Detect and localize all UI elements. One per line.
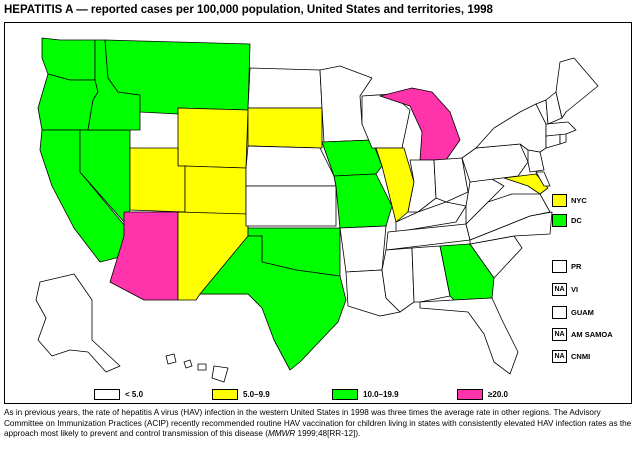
state-HI[interactable]	[211, 365, 229, 383]
legend-label-lt5: < 5.0	[125, 389, 144, 399]
legend-item-10-19: 10.0–19.9	[332, 387, 399, 401]
state-HI-group	[165, 353, 229, 383]
state-OH[interactable]	[433, 157, 469, 203]
footnote-journal: MMWR	[267, 429, 296, 438]
territory-am-samoa: NA AM SAMOA	[552, 328, 613, 341]
state-FL[interactable]	[419, 297, 519, 375]
territory-pr-swatch	[552, 260, 567, 273]
legend-swatch-lt5	[94, 388, 120, 400]
state-ND[interactable]	[247, 67, 323, 109]
state-MO[interactable]	[333, 173, 393, 229]
state-NY[interactable]	[475, 103, 547, 153]
state-HI[interactable]	[183, 359, 193, 369]
territory-pr: PR	[552, 260, 581, 273]
state-NE[interactable]	[245, 145, 337, 187]
territory-vi-swatch: NA	[552, 283, 567, 296]
legend-swatch-ge20	[457, 388, 483, 400]
legend-item-lt5: < 5.0	[94, 387, 143, 401]
state-MA[interactable]	[545, 121, 577, 137]
state-HI[interactable]	[165, 353, 177, 365]
state-MD[interactable]	[503, 173, 549, 195]
state-AK[interactable]	[35, 273, 121, 373]
state-WY[interactable]	[177, 107, 249, 169]
legend-swatch-5-9	[212, 388, 238, 400]
territory-dc-label: DC	[571, 216, 582, 225]
territory-vi: NA VI	[552, 283, 578, 296]
map-frame	[4, 22, 632, 404]
state-AR[interactable]	[339, 225, 387, 273]
state-MI[interactable]	[379, 87, 461, 161]
territory-dc: DC	[552, 214, 582, 227]
state-SD[interactable]	[247, 107, 323, 149]
footnote-main: As in previous years, the rate of hepati…	[4, 408, 632, 438]
legend-label-10-19: 10.0–19.9	[363, 389, 399, 399]
territory-guam-swatch	[552, 306, 567, 319]
state-AL[interactable]	[411, 245, 451, 303]
legend-label-ge20: ≥20.0	[488, 389, 508, 399]
state-UT[interactable]	[129, 147, 186, 213]
territory-vi-label: VI	[571, 285, 579, 294]
territory-am-samoa-swatch: NA	[552, 328, 567, 341]
state-TX[interactable]	[199, 235, 347, 371]
footnote-citation: 1999;48[RR-12]).	[295, 429, 361, 438]
legend-item-5-9: 5.0–9.9	[212, 387, 270, 401]
state-HI[interactable]	[197, 363, 207, 371]
territory-nyc-label: NYC	[571, 196, 587, 205]
state-RI[interactable]	[559, 133, 567, 145]
territory-pr-label: PR	[571, 262, 582, 271]
state-KS[interactable]	[245, 185, 337, 227]
legend-swatch-10-19	[332, 388, 358, 400]
territory-cnmi: NA CNMI	[552, 350, 590, 363]
footnote: As in previous years, the rate of hepati…	[4, 408, 632, 440]
territory-cnmi-label: CNMI	[571, 352, 591, 361]
state-ME[interactable]	[555, 57, 599, 119]
state-DE[interactable]	[535, 171, 551, 187]
territory-cnmi-swatch: NA	[552, 350, 567, 363]
state-IA[interactable]	[321, 139, 383, 177]
state-NJ[interactable]	[527, 149, 545, 173]
territory-guam: GUAM	[552, 306, 594, 319]
state-VA[interactable]	[465, 193, 551, 241]
state-MT[interactable]	[104, 39, 251, 115]
legend-item-ge20: ≥20.0	[457, 387, 508, 401]
page-title: HEPATITIS A — reported cases per 100,000…	[4, 4, 493, 16]
territory-am-samoa-label: AM SAMOA	[571, 330, 613, 339]
legend-label-5-9: 5.0–9.9	[243, 389, 270, 399]
territory-nyc: NYC	[552, 194, 587, 207]
territory-nyc-swatch	[552, 194, 567, 207]
territory-dc-swatch	[552, 214, 567, 227]
state-WA[interactable]	[41, 37, 96, 81]
territory-guam-label: GUAM	[571, 308, 594, 317]
